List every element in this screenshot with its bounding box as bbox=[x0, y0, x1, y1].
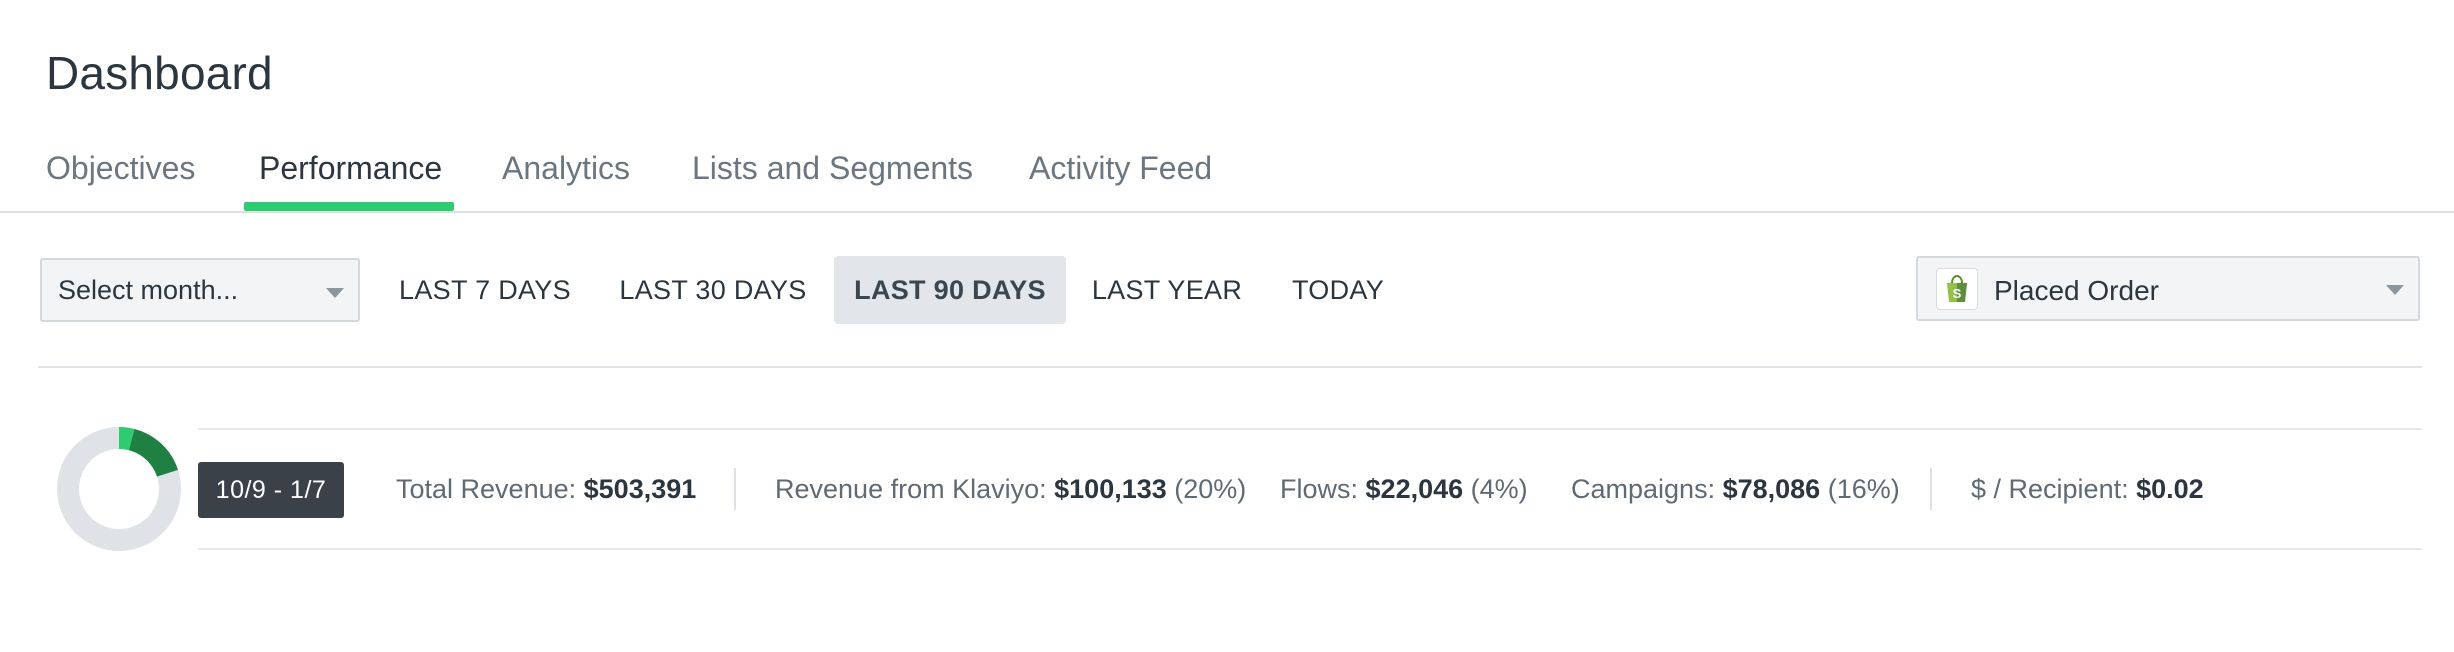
flows-stat: Flows: $22,046 (4%) bbox=[1280, 474, 1528, 505]
svg-text:S: S bbox=[1953, 286, 1962, 301]
total-revenue-label: Total Revenue: bbox=[396, 474, 577, 504]
chevron-down-icon bbox=[2386, 285, 2404, 295]
metric-select[interactable]: S Placed Order bbox=[1916, 256, 2420, 321]
flows-label: Flows: bbox=[1280, 474, 1359, 504]
month-select-value: Select month... bbox=[58, 274, 239, 305]
per-recipient-stat: $ / Recipient: $0.02 bbox=[1971, 474, 2204, 505]
range-last-90-days-button[interactable]: LAST 90 DAYS bbox=[834, 256, 1066, 324]
tab-analytics[interactable]: Analytics bbox=[502, 150, 631, 186]
per-recipient-label: $ / Recipient: bbox=[1971, 474, 2129, 504]
section-divider bbox=[38, 366, 2422, 368]
total-revenue-value: $503,391 bbox=[583, 474, 697, 504]
range-last-7-days-button[interactable]: LAST 7 DAYS bbox=[399, 274, 571, 305]
range-last-30-days-button[interactable]: LAST 30 DAYS bbox=[619, 274, 807, 305]
range-last-year-button[interactable]: LAST YEAR bbox=[1091, 274, 1243, 305]
tab-lists-and-segments[interactable]: Lists and Segments bbox=[692, 150, 974, 186]
revenue-summary: 10/9 - 1/7 Total Revenue: $503,391 Reven… bbox=[0, 426, 2454, 552]
range-today-button[interactable]: TODAY bbox=[1291, 274, 1385, 305]
flows-pct: (4%) bbox=[1470, 474, 1528, 504]
date-range-badge: 10/9 - 1/7 bbox=[198, 462, 344, 518]
campaigns-stat: Campaigns: $78,086 (16%) bbox=[1571, 474, 1900, 505]
klaviyo-revenue-pct: (20%) bbox=[1174, 474, 1247, 504]
per-recipient-value: $0.02 bbox=[2136, 474, 2204, 504]
summary-stats-row: 10/9 - 1/7 Total Revenue: $503,391 Reven… bbox=[198, 428, 2422, 550]
klaviyo-revenue-stat: Revenue from Klaviyo: $100,133 (20%) bbox=[775, 474, 1246, 505]
campaigns-label: Campaigns: bbox=[1571, 474, 1716, 504]
active-tab-indicator bbox=[244, 202, 454, 211]
donut-segment-flows bbox=[118, 427, 135, 451]
stat-separator bbox=[1930, 468, 1932, 510]
metric-select-value: Placed Order bbox=[1994, 275, 2159, 306]
total-revenue-stat: Total Revenue: $503,391 bbox=[396, 474, 696, 505]
shopify-bag-icon: S bbox=[1936, 268, 1978, 310]
klaviyo-revenue-value: $100,133 bbox=[1054, 474, 1167, 504]
revenue-donut-chart bbox=[57, 427, 181, 551]
page-title: Dashboard bbox=[46, 47, 273, 99]
date-filter-bar: Select month... LAST 7 DAYS LAST 30 DAYS… bbox=[0, 256, 2454, 324]
tab-objectives[interactable]: Objectives bbox=[46, 150, 196, 186]
month-select[interactable]: Select month... bbox=[40, 258, 360, 322]
donut-segment-campaigns bbox=[128, 428, 178, 478]
tab-bar: Objectives Performance Analytics Lists a… bbox=[0, 140, 2454, 213]
chevron-down-icon bbox=[326, 288, 344, 298]
klaviyo-revenue-label: Revenue from Klaviyo: bbox=[775, 474, 1047, 504]
stat-separator bbox=[734, 468, 736, 510]
tab-performance[interactable]: Performance bbox=[259, 150, 443, 186]
campaigns-value: $78,086 bbox=[1722, 474, 1821, 504]
flows-value: $22,046 bbox=[1365, 474, 1464, 504]
tab-activity-feed[interactable]: Activity Feed bbox=[1029, 150, 1213, 186]
campaigns-pct: (16%) bbox=[1827, 474, 1900, 504]
